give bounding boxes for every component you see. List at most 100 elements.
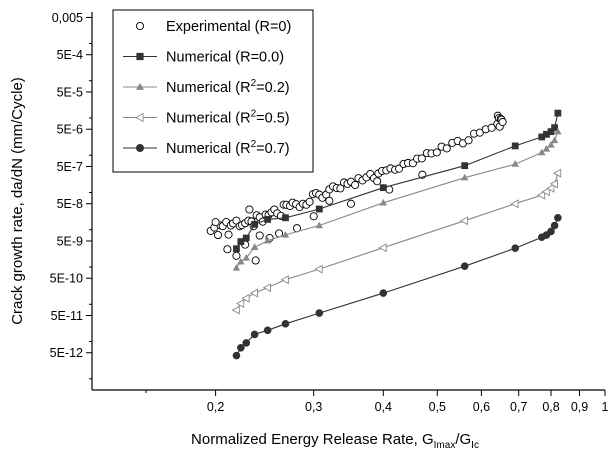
data-point bbox=[554, 213, 562, 222]
data-point bbox=[511, 244, 520, 252]
data-point bbox=[237, 238, 245, 246]
data-point bbox=[315, 309, 324, 317]
y-tick-label: 5E-10 bbox=[50, 272, 83, 286]
data-point bbox=[460, 173, 469, 181]
legend-item-1: Numerical (R=0.0) bbox=[123, 50, 284, 66]
data-point bbox=[554, 127, 562, 135]
data-point bbox=[511, 160, 519, 167]
data-point bbox=[379, 289, 388, 297]
data-point bbox=[536, 190, 546, 200]
legend-label-rest: =0.5) bbox=[256, 111, 289, 127]
legend-marker bbox=[135, 21, 145, 31]
data-point bbox=[213, 231, 223, 240]
data-point bbox=[251, 256, 260, 265]
data-point bbox=[538, 148, 546, 156]
y-tick-label: 5E-9 bbox=[57, 234, 83, 248]
data-point bbox=[553, 168, 562, 178]
y-tick-label: 5E-8 bbox=[57, 197, 83, 211]
legend-label-sup: 2 bbox=[251, 109, 257, 120]
data-point bbox=[249, 288, 258, 298]
data-point bbox=[237, 343, 245, 352]
x-tick-label: 0,3 bbox=[305, 400, 322, 414]
legend-label-main: Numerical (R bbox=[166, 111, 251, 127]
series-line bbox=[235, 173, 559, 311]
data-point bbox=[442, 144, 451, 153]
data-point bbox=[233, 245, 240, 253]
data-point bbox=[432, 148, 441, 157]
data-point bbox=[232, 351, 241, 360]
legend-label-main: Numerical (R bbox=[166, 141, 251, 157]
data-point bbox=[315, 205, 323, 213]
data-point bbox=[231, 305, 240, 315]
x-title-sub1: Imax bbox=[434, 440, 456, 451]
series-0 bbox=[206, 111, 507, 265]
y-tick-label: 5E-12 bbox=[50, 346, 83, 360]
data-point bbox=[232, 263, 241, 271]
x-title-mid: /G bbox=[455, 431, 471, 448]
data-point bbox=[547, 140, 555, 148]
data-point bbox=[314, 264, 323, 274]
series-line bbox=[235, 217, 559, 356]
legend-label-sup: 2 bbox=[251, 78, 257, 89]
data-point bbox=[305, 197, 314, 206]
legend-marker bbox=[134, 112, 144, 123]
legend-label-sup: 2 bbox=[251, 139, 257, 150]
data-point bbox=[379, 184, 387, 192]
data-point bbox=[242, 339, 251, 347]
data-point bbox=[459, 216, 469, 226]
data-point bbox=[378, 243, 387, 253]
series-4 bbox=[232, 213, 562, 360]
data-point bbox=[546, 183, 555, 193]
legend-label: Numerical (R2=0.7) bbox=[166, 139, 290, 157]
data-point bbox=[417, 154, 426, 163]
data-point bbox=[550, 221, 559, 230]
data-point bbox=[325, 196, 334, 205]
data-point bbox=[543, 130, 550, 138]
data-point bbox=[211, 218, 220, 227]
legend-item-0: Experimental (R=0) bbox=[135, 19, 291, 35]
legend-label-main: Numerical (R=0.0) bbox=[166, 50, 284, 66]
data-point bbox=[351, 180, 360, 190]
data-point bbox=[250, 330, 259, 339]
data-point bbox=[280, 275, 289, 285]
x-title-main: Normalized Energy Release Rate, G bbox=[191, 431, 434, 448]
data-point bbox=[262, 283, 271, 293]
series-1 bbox=[233, 109, 562, 253]
data-point bbox=[464, 136, 473, 145]
data-point bbox=[510, 199, 519, 209]
x-tick-label: 0,5 bbox=[429, 400, 446, 414]
data-point bbox=[346, 199, 356, 208]
legend-label: Numerical (R2=0.5) bbox=[166, 109, 290, 127]
x-tick-label: 0,4 bbox=[375, 400, 392, 414]
axes: 5E-12 5E-11 5E-10 5E-9 5E-8 5E-7 5E-6 5E-5 5E-4 0… bbox=[50, 11, 609, 414]
data-point bbox=[511, 142, 519, 150]
legend-item-3: Numerical (R2=0.5) bbox=[123, 109, 290, 127]
data-point bbox=[281, 230, 290, 238]
data-point bbox=[245, 205, 254, 214]
data-point bbox=[250, 243, 259, 250]
data-point bbox=[498, 117, 507, 127]
x-tick-label: 0,7 bbox=[510, 400, 527, 414]
x-axis-title: Normalized Energy Release Rate, GImax/GI… bbox=[191, 431, 479, 451]
legend-label-rest: =0.7) bbox=[256, 141, 289, 157]
data-point bbox=[554, 109, 562, 117]
x-title-sub2: Ic bbox=[471, 440, 479, 451]
data-point bbox=[251, 220, 259, 228]
y-axis-title: Crack growth rate, da/dN (mm/Cycle) bbox=[9, 77, 26, 325]
data-point bbox=[241, 293, 250, 303]
y-tick-label: 5E-11 bbox=[51, 309, 83, 323]
data-point bbox=[549, 179, 558, 189]
data-point bbox=[263, 326, 272, 335]
y-tick-label: 5E-4 bbox=[57, 48, 83, 62]
x-tick-label: 0,2 bbox=[207, 400, 224, 414]
legend-label: Numerical (R2=0.2) bbox=[166, 78, 290, 96]
legend-item-4: Numerical (R2=0.7) bbox=[123, 139, 290, 157]
legend-item-2: Numerical (R2=0.2) bbox=[123, 78, 290, 96]
data-point bbox=[281, 319, 290, 328]
data-point bbox=[336, 184, 345, 193]
x-tick-label: 0,8 bbox=[542, 400, 559, 414]
data-point bbox=[379, 198, 388, 206]
data-point bbox=[541, 187, 550, 197]
data-point bbox=[373, 177, 382, 186]
data-point bbox=[315, 221, 324, 229]
